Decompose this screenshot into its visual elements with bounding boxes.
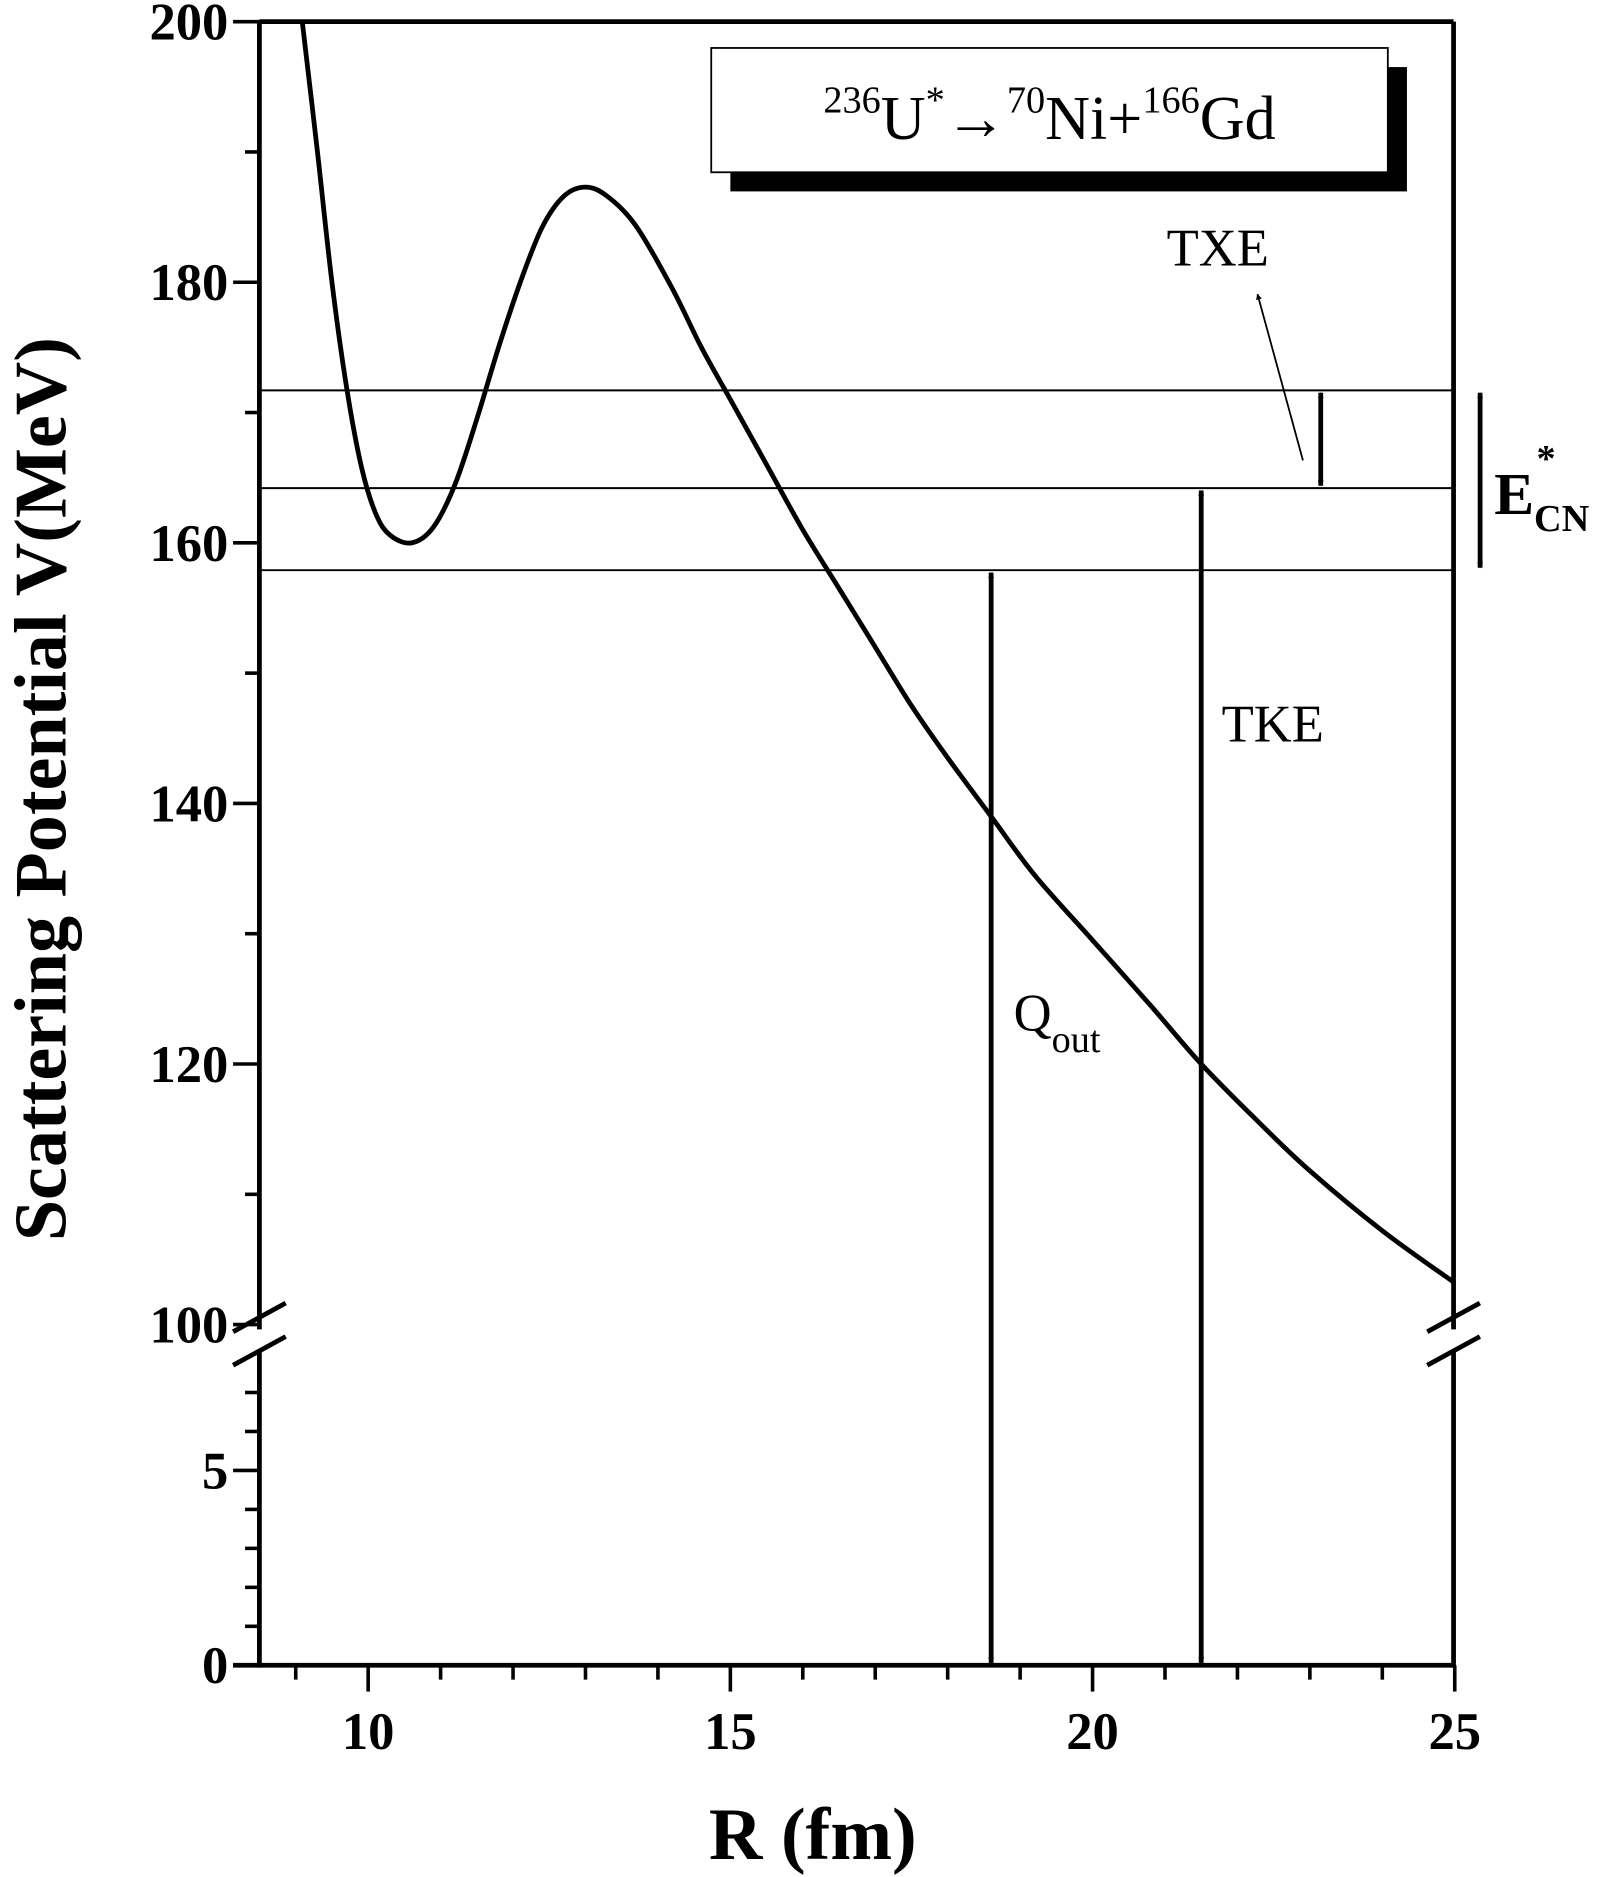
- legend-box: [710, 47, 1389, 174]
- y-tick-label: 5: [202, 1442, 228, 1500]
- e-main: E: [1494, 461, 1534, 527]
- x-tick-label: 10: [342, 1703, 395, 1761]
- axes: [231, 19, 1481, 1668]
- y-axis-title: Scattering Potential V(MeV): [1, 337, 83, 1241]
- y-tick-label: 100: [149, 1297, 228, 1355]
- e-sup: *: [1536, 438, 1555, 480]
- arrow: →: [945, 85, 1007, 153]
- q-main: Q: [1014, 985, 1052, 1043]
- arrows: [988, 392, 1484, 1664]
- y-tick-label: 180: [149, 254, 228, 312]
- legend: 236U*→70Ni+166Gd: [710, 47, 1407, 192]
- axis-break-mark: [231, 1300, 287, 1334]
- axis-break-mark: [1426, 1300, 1481, 1334]
- x-tick-label: 25: [1428, 1703, 1481, 1761]
- energy-levels: [259, 389, 1454, 572]
- q-sub: out: [1052, 1019, 1101, 1061]
- mass-number: 166: [1142, 80, 1199, 122]
- symbol: Gd: [1200, 85, 1276, 153]
- mass-number: 70: [1007, 80, 1045, 122]
- x-tick-label: 20: [1066, 1703, 1119, 1761]
- legend-text: 236U*→70Ni+166Gd: [823, 80, 1275, 153]
- y-tick-label: 0: [202, 1637, 228, 1695]
- x-tick-label: 15: [704, 1703, 757, 1761]
- symbol: Ni+: [1045, 85, 1142, 153]
- y-tick-label: 140: [149, 775, 228, 833]
- axis-break-mark: [231, 1334, 287, 1368]
- mass-number: 236: [823, 80, 880, 122]
- y-tick-label: 120: [149, 1036, 228, 1094]
- qout-label: Qout: [1014, 985, 1101, 1062]
- txe-label: TXE: [1167, 220, 1269, 278]
- y-tick-label: 160: [149, 515, 228, 573]
- axis-break-mark: [1426, 1334, 1481, 1368]
- y-tick-label: 200: [149, 0, 228, 52]
- tke-label: TKE: [1222, 695, 1324, 753]
- potential-curve: [299, 21, 1457, 1285]
- e-sub: CN: [1534, 498, 1590, 540]
- txe-pointer: [1256, 293, 1304, 461]
- ecn-label: E* CN: [1494, 438, 1589, 540]
- x-axis-title: R (fm): [709, 1794, 917, 1876]
- ticks: 100 120 140 160 180 200 0 5 10 15 20 25: [149, 0, 1481, 1761]
- excited-mark: *: [926, 80, 945, 122]
- symbol: U: [881, 85, 926, 153]
